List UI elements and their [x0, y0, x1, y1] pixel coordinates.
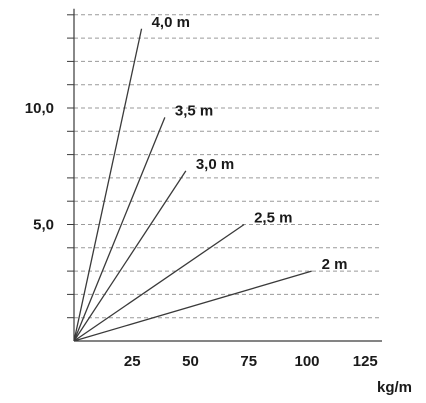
series-label: 3,5 m — [175, 102, 213, 119]
y-tick-label: 5,0 — [33, 217, 54, 234]
x-tick-label: 50 — [182, 353, 199, 370]
x-axis-title: kg/m — [377, 379, 412, 396]
series-line — [73, 223, 245, 342]
series-line — [73, 270, 312, 342]
series-line — [73, 28, 143, 342]
series-label: 2 m — [322, 256, 348, 273]
y-tick-label: 10,0 — [25, 100, 54, 117]
series-label: 3,0 m — [196, 156, 234, 173]
x-tick-label: 75 — [240, 353, 257, 370]
labels-group: 5,0 10,0 25 50 75 100 125 kg/m 4,0 m 3,5 m 3,0 m 2,… — [25, 14, 412, 396]
x-tick-label: 100 — [294, 353, 319, 370]
series-group — [73, 28, 312, 342]
series-label: 4,0 m — [152, 14, 190, 31]
series-label: 2,5 m — [254, 210, 292, 227]
gridlines — [74, 14, 382, 319]
x-tick-label: 25 — [124, 353, 141, 370]
x-tick-label: 125 — [353, 353, 378, 370]
series-line — [73, 170, 187, 342]
series-line — [73, 117, 166, 342]
axes — [67, 8, 382, 342]
